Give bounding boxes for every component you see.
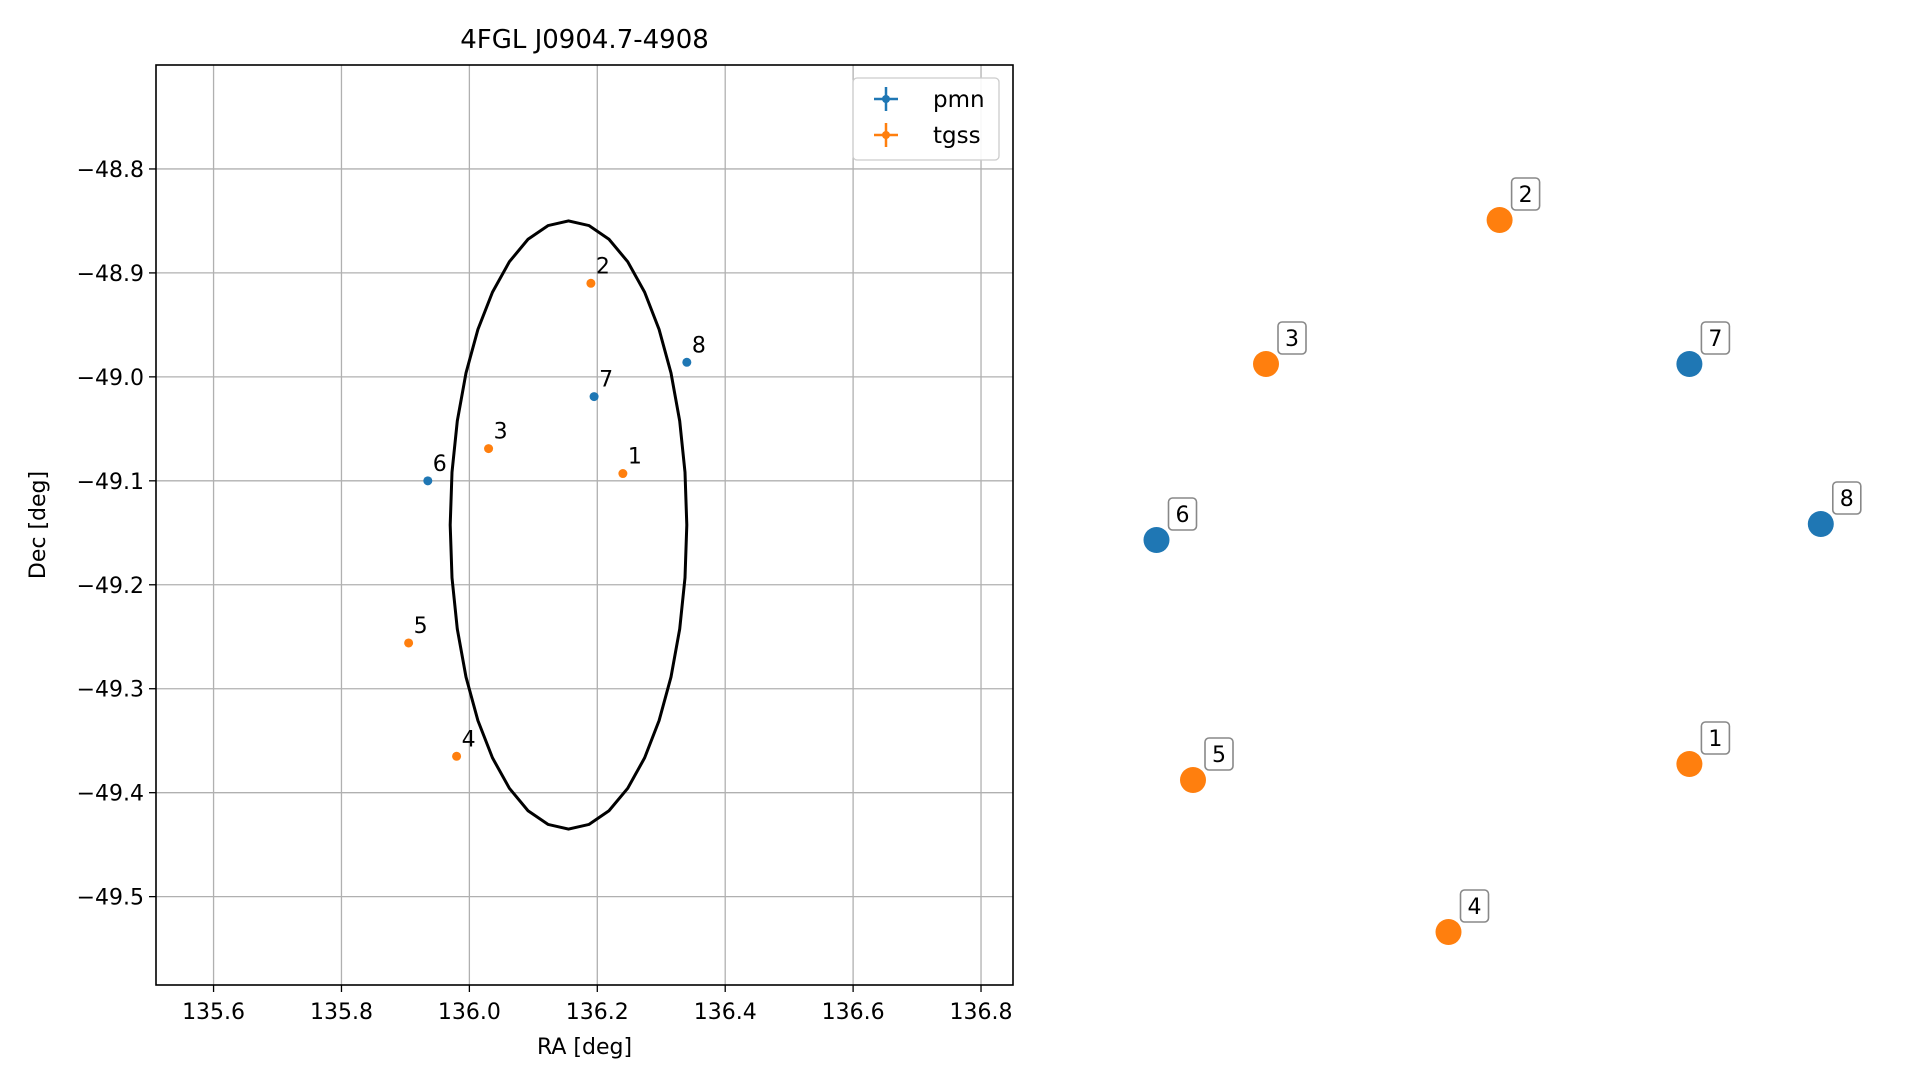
data-point-tgss — [618, 469, 628, 479]
data-point-tgss — [484, 444, 494, 454]
axes-frame — [155, 64, 1014, 986]
legend: pmn tgss — [852, 77, 1000, 161]
right-scatter-plot: 6 7 8 1 2 3 4 5 — [1143, 177, 1862, 945]
x-tick-label: 135.6 — [182, 1000, 245, 1025]
label-badge-box — [1700, 721, 1731, 755]
y-tick-label: −48.9 — [77, 262, 144, 287]
x-tick-label: 136.0 — [438, 1000, 501, 1025]
label-badge-text: 8 — [1840, 487, 1854, 512]
data-point-tgss — [1253, 351, 1279, 377]
legend-entry-pmn: pmn — [933, 87, 985, 113]
position-error-ellipse — [448, 219, 689, 831]
label-badge-text: 7 — [1708, 327, 1722, 352]
point-label: 5 — [414, 614, 428, 639]
data-point-pmn — [682, 357, 692, 367]
point-label: 4 — [462, 727, 476, 752]
x-tick-label: 136.4 — [694, 1000, 757, 1025]
x-axis-label: RA [deg] — [537, 1035, 632, 1060]
point-label: 1 — [628, 445, 642, 470]
data-point-pmn — [423, 476, 433, 486]
data-point-pmn — [1807, 511, 1834, 537]
label-badge-text: 6 — [1176, 503, 1190, 528]
label-badge-box — [1167, 497, 1198, 531]
data-point-tgss — [1435, 919, 1462, 945]
data-point-tgss — [586, 278, 596, 288]
data-points — [1143, 207, 1834, 945]
point-label: 8 — [692, 333, 706, 358]
axis-ticks: 135.6 135.8 136.0 136.2 136.4 136.6 136.8 −48.8… — [77, 158, 1013, 1025]
label-badge-box — [1832, 481, 1862, 515]
y-tick-label: −48.8 — [77, 158, 144, 183]
point-label: 7 — [599, 368, 613, 393]
label-badge-box — [1459, 889, 1490, 923]
y-tick-label: −49.0 — [77, 366, 144, 391]
y-tick-label: −49.1 — [77, 470, 144, 495]
data-point-tgss — [1486, 207, 1513, 233]
x-tick-label: 136.6 — [822, 1000, 885, 1025]
legend-marker-dot — [882, 131, 890, 139]
y-tick-label: −49.5 — [77, 886, 144, 911]
y-axis-label: Dec [deg] — [26, 471, 51, 579]
point-label: 3 — [494, 420, 508, 445]
data-point-tgss — [404, 638, 414, 648]
y-tick-label: −49.3 — [77, 678, 144, 703]
label-badge-text: 5 — [1212, 743, 1226, 768]
data-point-tgss — [1676, 751, 1703, 777]
data-point-pmn — [1676, 351, 1703, 377]
label-badge-text: 4 — [1468, 895, 1482, 920]
point-labels: 6 7 8 1 2 3 4 5 — [414, 254, 706, 752]
data-point-tgss — [1180, 767, 1206, 793]
label-badge-box — [1204, 737, 1234, 771]
x-tick-label: 135.8 — [310, 1000, 373, 1025]
chart-title: 4FGL J0904.7-4908 — [460, 25, 709, 55]
label-badge-box — [1700, 321, 1731, 355]
label-badge-text: 2 — [1519, 183, 1533, 208]
data-point-tgss — [452, 751, 462, 761]
x-tick-label: 136.2 — [566, 1000, 629, 1025]
legend-marker-dot — [882, 95, 890, 103]
data-points — [404, 278, 692, 761]
y-tick-label: −49.4 — [77, 782, 144, 807]
x-tick-label: 136.8 — [950, 1000, 1013, 1025]
data-point-pmn — [1143, 527, 1170, 553]
label-badge-box — [1510, 177, 1541, 211]
grid-lines — [156, 65, 1013, 985]
legend-entry-tgss: tgss — [933, 123, 981, 149]
data-point-pmn — [589, 392, 599, 402]
y-tick-label: −49.2 — [77, 574, 144, 599]
point-label-badges: 6 7 8 1 2 3 4 5 — [1167, 177, 1862, 923]
label-badge-box — [1277, 321, 1307, 355]
label-badge-text: 1 — [1708, 727, 1722, 752]
label-badge-text: 3 — [1285, 327, 1299, 352]
point-label: 2 — [596, 254, 610, 279]
point-label: 6 — [433, 452, 447, 477]
